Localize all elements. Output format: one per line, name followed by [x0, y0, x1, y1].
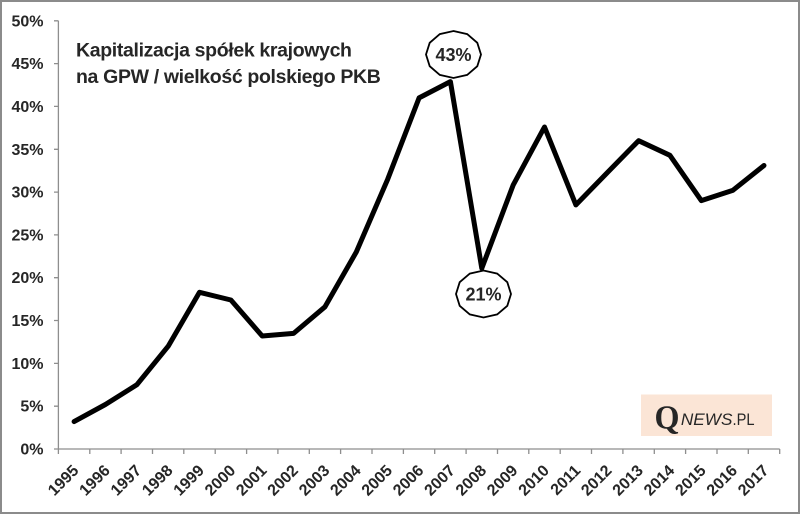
svg-text:1996: 1996 — [77, 462, 114, 499]
svg-text:na GPW / wielkość polskiego PK: na GPW / wielkość polskiego PKB — [76, 66, 381, 88]
svg-text:1998: 1998 — [139, 462, 176, 499]
svg-text:2012: 2012 — [578, 462, 615, 499]
svg-text:.PL: .PL — [733, 411, 755, 429]
svg-text:10%: 10% — [11, 356, 43, 373]
svg-text:2008: 2008 — [453, 462, 490, 499]
svg-text:2015: 2015 — [672, 462, 709, 499]
svg-text:2017: 2017 — [735, 462, 772, 499]
svg-text:1995: 1995 — [45, 462, 82, 499]
svg-text:40%: 40% — [11, 99, 43, 116]
svg-text:2009: 2009 — [484, 462, 521, 499]
svg-text:15%: 15% — [11, 313, 43, 330]
svg-text:1999: 1999 — [171, 462, 208, 499]
svg-text:0%: 0% — [20, 442, 43, 459]
svg-text:5%: 5% — [20, 399, 43, 416]
svg-text:2011: 2011 — [548, 462, 585, 499]
svg-text:20%: 20% — [11, 270, 43, 287]
svg-text:2013: 2013 — [610, 462, 647, 499]
svg-text:Kapitalizacja spółek krajowych: Kapitalizacja spółek krajowych — [76, 40, 352, 62]
svg-text:43%: 43% — [435, 45, 471, 65]
svg-text:2004: 2004 — [327, 462, 364, 499]
svg-text:2010: 2010 — [516, 462, 553, 499]
svg-text:30%: 30% — [11, 185, 43, 202]
svg-text:2005: 2005 — [359, 462, 396, 499]
svg-text:2001: 2001 — [233, 462, 270, 499]
svg-text:NEWS: NEWS — [681, 410, 733, 429]
svg-text:2002: 2002 — [265, 462, 302, 499]
svg-text:1997: 1997 — [108, 462, 145, 499]
svg-text:2003: 2003 — [296, 462, 333, 499]
svg-text:2000: 2000 — [202, 462, 239, 499]
svg-text:50%: 50% — [11, 13, 43, 30]
svg-text:35%: 35% — [11, 142, 43, 159]
svg-text:Q: Q — [655, 399, 680, 436]
svg-text:2016: 2016 — [704, 462, 741, 499]
svg-text:25%: 25% — [11, 227, 43, 244]
svg-text:2006: 2006 — [390, 462, 427, 499]
svg-text:45%: 45% — [11, 56, 43, 73]
svg-text:2007: 2007 — [422, 462, 459, 499]
svg-text:2014: 2014 — [641, 462, 678, 499]
svg-text:21%: 21% — [465, 285, 501, 305]
